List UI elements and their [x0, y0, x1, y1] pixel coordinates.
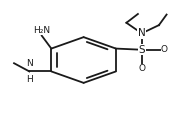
- Text: O: O: [161, 45, 168, 54]
- Text: H₂N: H₂N: [33, 26, 50, 35]
- Text: S: S: [138, 45, 145, 55]
- Text: O: O: [138, 64, 145, 73]
- Text: N: N: [26, 60, 33, 69]
- Text: N: N: [138, 28, 146, 38]
- Text: H: H: [26, 75, 33, 84]
